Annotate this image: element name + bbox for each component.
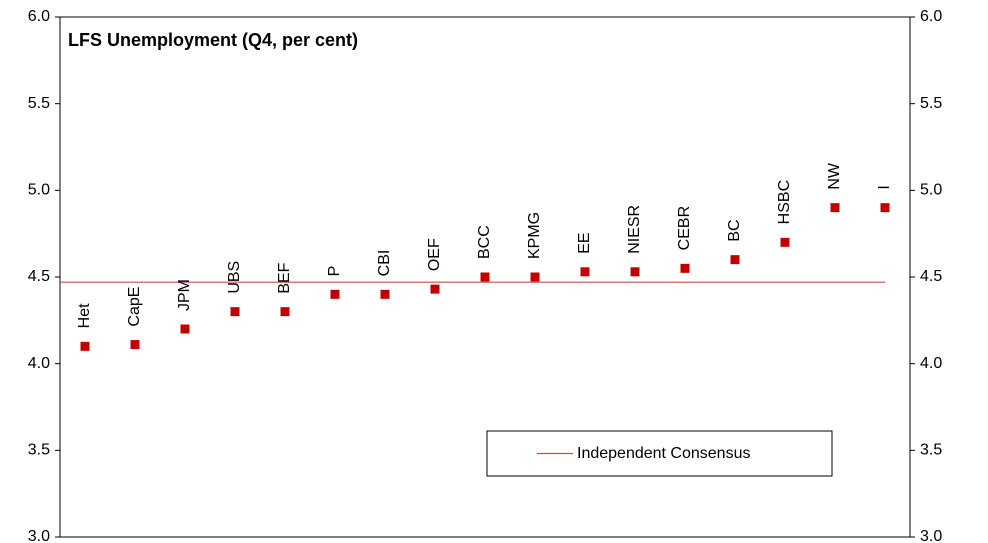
point <box>80 341 90 351</box>
y2-tick-label: 6.0 <box>920 8 942 25</box>
point <box>580 267 590 277</box>
point-label: OEF <box>426 238 443 271</box>
y-tick-label: 6.0 <box>28 8 50 25</box>
point-label: CEBR <box>676 206 693 250</box>
point-label: NW <box>826 162 843 190</box>
point-label: BEF <box>276 262 293 293</box>
legend-label: Independent Consensus <box>577 445 750 462</box>
point-label: EE <box>576 232 593 253</box>
point <box>330 289 340 299</box>
point <box>880 203 890 213</box>
point <box>780 237 790 247</box>
point <box>180 324 190 334</box>
point <box>130 340 140 350</box>
point-label: P <box>326 266 343 277</box>
point-label: HSBC <box>776 180 793 224</box>
point-label: UBS <box>226 261 243 294</box>
point-label: JPM <box>176 279 193 311</box>
y-tick-label: 5.0 <box>28 182 50 199</box>
point-label: CapE <box>126 287 143 327</box>
point <box>480 272 490 282</box>
point-label: I <box>876 185 893 189</box>
point <box>630 267 640 277</box>
y2-tick-label: 5.5 <box>920 95 942 112</box>
point-label: KPMG <box>526 212 543 259</box>
y2-tick-label: 3.5 <box>920 442 942 459</box>
y-tick-label: 3.0 <box>28 528 50 543</box>
y2-tick-label: 5.0 <box>920 182 942 199</box>
point <box>280 307 290 317</box>
y-tick-label: 4.5 <box>28 268 50 285</box>
y-tick-label: 3.5 <box>28 442 50 459</box>
y-tick-label: 5.5 <box>28 95 50 112</box>
point <box>730 255 740 265</box>
point-label: NIESR <box>626 205 643 254</box>
y2-tick-label: 4.5 <box>920 268 942 285</box>
y2-tick-label: 3.0 <box>920 528 942 543</box>
point <box>430 284 440 294</box>
point <box>530 272 540 282</box>
y-tick-label: 4.0 <box>28 355 50 372</box>
point-label: Het <box>76 303 93 328</box>
point <box>680 263 690 273</box>
point <box>380 289 390 299</box>
point <box>830 203 840 213</box>
point <box>230 307 240 317</box>
chart-title: LFS Unemployment (Q4, per cent) <box>68 30 358 50</box>
point-label: BC <box>726 219 743 241</box>
y2-tick-label: 4.0 <box>920 355 942 372</box>
point-label: BCC <box>476 225 493 259</box>
point-label: CBI <box>376 250 393 277</box>
